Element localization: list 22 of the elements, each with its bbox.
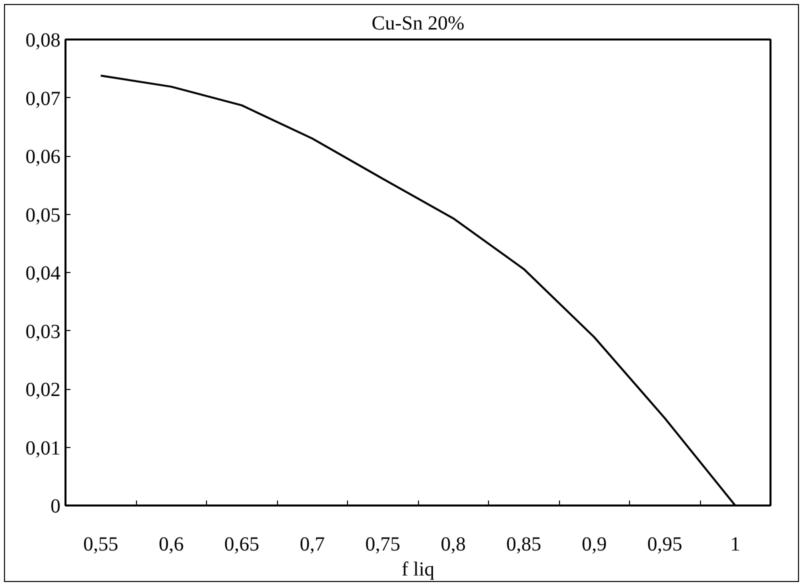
- x-tick-label: 0,8: [440, 534, 466, 556]
- y-tick-label: 0,01: [26, 437, 60, 460]
- x-tick-label: 0,55: [83, 534, 118, 556]
- y-tick-label: 0,08: [26, 30, 60, 52]
- x-tick-label: 0,7: [300, 534, 325, 556]
- y-tick-label: 0: [50, 496, 60, 518]
- x-axis-title: f liq: [402, 558, 434, 580]
- x-tick-label: 1: [730, 534, 740, 556]
- x-tick-label: 0,85: [506, 534, 542, 556]
- line-series: [100, 74, 736, 506]
- y-tick-label: 0,05: [26, 204, 60, 226]
- x-tick-label: 0,75: [365, 534, 400, 556]
- chart-title: Cu-Sn 20%: [372, 12, 464, 34]
- x-tick-label: 0,95: [647, 534, 682, 556]
- y-tick-label: 0,04: [26, 262, 60, 284]
- x-tick-label: 0,65: [224, 534, 260, 556]
- x-tick-label: 0,9: [582, 534, 607, 556]
- y-tick-label: 0,03: [26, 320, 60, 343]
- y-tick-label: 0,06: [26, 146, 60, 168]
- y-tick-label: 0,02: [26, 379, 60, 401]
- x-tick-label: 0,6: [158, 534, 184, 556]
- y-tick-label: 0,07: [26, 88, 60, 110]
